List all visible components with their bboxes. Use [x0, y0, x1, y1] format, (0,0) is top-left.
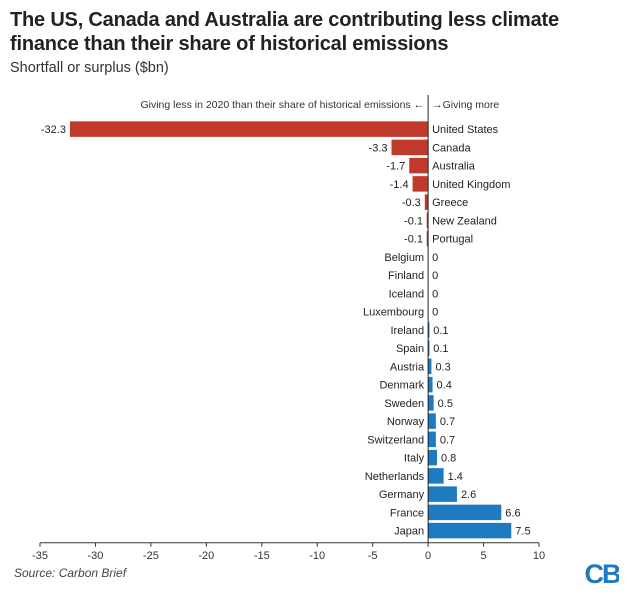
- category-label: New Zealand: [432, 215, 497, 227]
- category-label: Finland: [388, 270, 424, 282]
- x-tick-label: 0: [425, 550, 431, 562]
- category-label: United States: [432, 124, 499, 136]
- bar-greece: [424, 194, 429, 210]
- bar-japan: [428, 522, 512, 539]
- source-note: Source: Carbon Brief: [14, 566, 127, 580]
- category-label: France: [390, 507, 424, 519]
- x-tick-label: -10: [309, 550, 325, 562]
- value-label: 0: [432, 288, 438, 300]
- bar-sweden: [428, 395, 434, 411]
- category-label: Norway: [387, 416, 425, 428]
- value-label: -1.4: [390, 179, 409, 191]
- annotation-giving-less: Giving less in 2020 than their share of …: [140, 99, 424, 111]
- x-tick-label: -5: [368, 550, 378, 562]
- bar-ireland: [428, 322, 430, 338]
- bar-germany: [428, 486, 457, 502]
- value-label: 0.3: [435, 361, 450, 373]
- value-label: 0.1: [433, 325, 448, 337]
- bar-united-kingdom: [412, 176, 429, 192]
- x-axis: -35 -30 -25 -20 -15 -10 -5 0 5 10: [32, 95, 545, 562]
- x-tick-label: -35: [32, 550, 48, 562]
- value-label: 0.4: [437, 380, 452, 392]
- category-label: Iceland: [389, 288, 424, 300]
- x-tick-label: 10: [533, 550, 545, 562]
- category-label: United Kingdom: [432, 179, 510, 191]
- value-label: -0.3: [402, 197, 421, 209]
- category-label: Sweden: [384, 398, 424, 410]
- category-label: Spain: [396, 343, 424, 355]
- value-label: -32.3: [41, 124, 66, 136]
- bar-australia: [409, 157, 429, 174]
- category-label: Japan: [394, 526, 424, 538]
- chart-subtitle: Shortfall or surplus ($bn): [10, 60, 169, 76]
- value-label: -0.1: [404, 215, 423, 227]
- value-label: -1.7: [386, 161, 405, 173]
- value-label: 0.7: [440, 434, 455, 446]
- value-label: 0.7: [440, 416, 455, 428]
- x-tick-label: -15: [254, 550, 270, 562]
- x-tick-label: -30: [87, 550, 103, 562]
- x-tick-label: -20: [198, 550, 214, 562]
- category-label: Luxembourg: [363, 307, 424, 319]
- value-label: 2.6: [461, 489, 476, 501]
- chart-title: The US, Canada and Australia are contrib…: [10, 9, 559, 55]
- category-label: Netherlands: [365, 471, 425, 483]
- value-label: 6.6: [505, 507, 520, 519]
- value-label: 7.5: [515, 526, 530, 538]
- value-label: 0: [432, 252, 438, 264]
- category-label: Denmark: [379, 380, 424, 392]
- x-tick-label: 5: [480, 550, 486, 562]
- category-label: Switzerland: [367, 434, 424, 446]
- category-label: Canada: [432, 142, 471, 154]
- bar-italy: [428, 449, 437, 466]
- value-label: 0.5: [438, 398, 453, 410]
- bar-netherlands: [428, 468, 444, 484]
- logo-text: CB: [585, 559, 619, 587]
- bars-layer: United States -32.3 Canada -3.3 Australia -1.…: [41, 121, 531, 539]
- bar-canada: [391, 139, 429, 156]
- bar-switzerland: [428, 431, 436, 448]
- annotation-giving-more: →Giving more: [432, 99, 499, 111]
- value-label: -3.3: [369, 142, 388, 154]
- carbon-brief-logo: CB: [585, 559, 619, 587]
- bar-austria: [428, 358, 432, 375]
- category-label: Greece: [432, 197, 468, 209]
- category-label: Ireland: [390, 325, 424, 337]
- x-tick-label: -25: [143, 550, 159, 562]
- bar-new-zealand: [426, 212, 429, 229]
- bar-portugal: [426, 230, 429, 247]
- category-label: Italy: [404, 453, 425, 465]
- value-label: 0.1: [433, 343, 448, 355]
- value-label: 0.8: [441, 453, 456, 465]
- bar-france: [428, 504, 502, 521]
- category-label: Australia: [432, 161, 476, 173]
- bar-denmark: [428, 376, 433, 393]
- bar-spain: [428, 340, 430, 356]
- value-label: -0.1: [404, 234, 423, 246]
- category-label: Austria: [390, 361, 425, 373]
- value-label: 1.4: [448, 471, 463, 483]
- bar-united-states: [69, 121, 429, 137]
- value-label: 0: [432, 270, 438, 282]
- value-label: 0: [432, 307, 438, 319]
- category-label: Germany: [379, 489, 425, 501]
- category-label: Portugal: [432, 234, 473, 246]
- bar-norway: [428, 413, 436, 429]
- category-label: Belgium: [384, 252, 424, 264]
